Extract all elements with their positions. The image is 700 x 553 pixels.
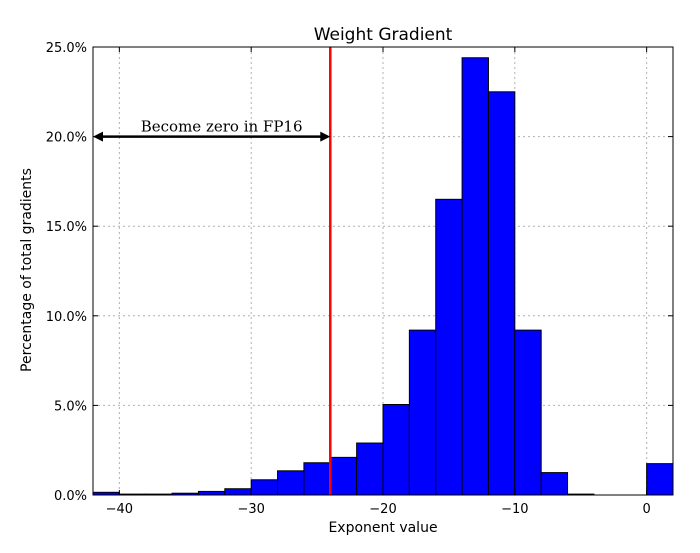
annotation-layer: Become zero in FP16: [93, 118, 331, 142]
x-tick-label: −10: [501, 502, 528, 517]
histogram-bar: [356, 442, 384, 496]
x-tick-label: −20: [369, 502, 396, 517]
histogram-bar: [435, 198, 463, 496]
y-tick-label: 20.0%: [46, 131, 87, 146]
y-tick-label: 5.0%: [54, 399, 87, 414]
x-tick-label: −40: [106, 502, 133, 517]
histogram-bar: [329, 456, 358, 496]
x-axis-label: Exponent value: [328, 520, 437, 536]
histogram-bar: [514, 329, 542, 496]
ticks-layer: −40 −30 −20 −10 0 0.0% 5.0% 10.0% 15.0% 20.0% 25.0…: [46, 41, 673, 517]
y-tick-label: 25.0%: [46, 41, 87, 56]
histogram-bar: [277, 470, 305, 496]
x-tick-label: −30: [237, 502, 264, 517]
histogram-bar: [303, 462, 331, 496]
chart-title: Weight Gradient: [314, 25, 453, 45]
x-tick-label: 0: [642, 502, 650, 517]
histogram-bar: [197, 490, 226, 496]
histogram-bar: [487, 91, 516, 496]
histogram-bar: [250, 479, 279, 496]
bars-layer: [92, 57, 674, 496]
y-tick-label: 0.0%: [54, 489, 87, 504]
histogram-bar: [408, 329, 437, 496]
y-tick-label: 10.0%: [46, 310, 87, 325]
histogram-bar: [382, 404, 410, 496]
annotation-text: Become zero in FP16: [141, 118, 303, 136]
histogram-bar: [646, 463, 674, 496]
annotation-arrow-head-right: [320, 131, 331, 142]
y-axis-label: Percentage of total gradients: [19, 168, 35, 372]
y-tick-label: 15.0%: [46, 220, 87, 235]
histogram-bar: [540, 472, 569, 496]
histogram-bar: [461, 57, 489, 496]
histogram-bar: [224, 488, 252, 496]
